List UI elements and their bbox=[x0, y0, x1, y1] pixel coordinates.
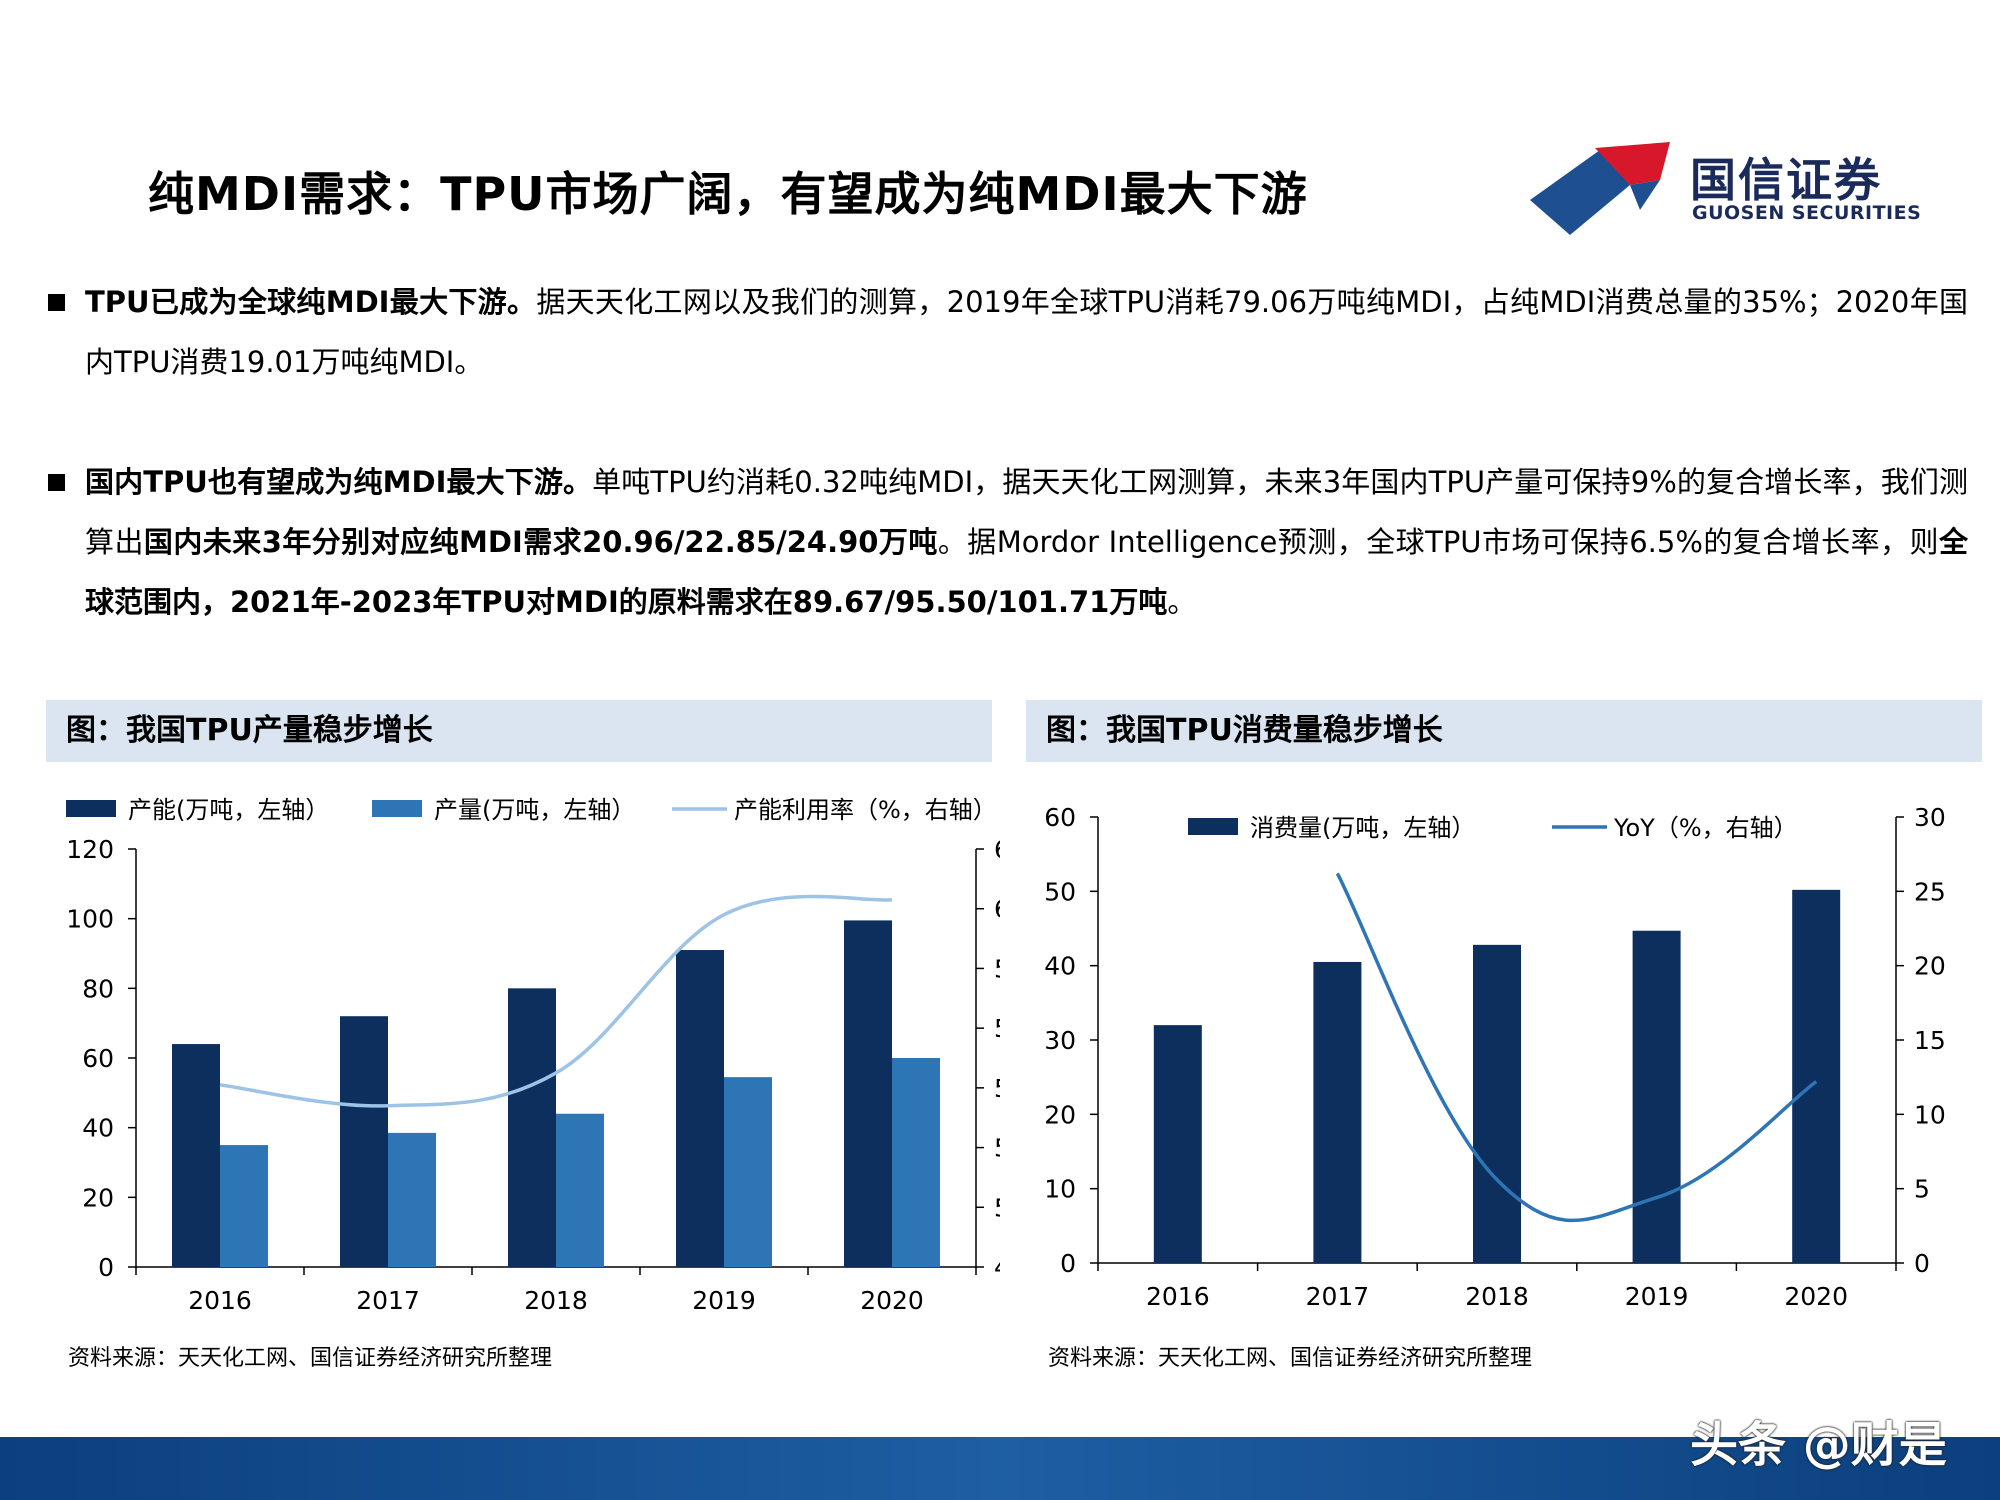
y-right-tick-label: 10 bbox=[1914, 1100, 1946, 1129]
x-tick-label: 2016 bbox=[188, 1286, 252, 1315]
y-right-tick-label: 56 bbox=[994, 1014, 1000, 1043]
guosen-logo-icon bbox=[1530, 142, 1670, 235]
bullet-1-body: 据天天化工网以及我们的测算，2019年全球TPU消耗79.06万吨纯MDI，占纯… bbox=[85, 285, 1969, 379]
y-left-tick-label: 40 bbox=[82, 1114, 114, 1143]
y-left-tick-label: 80 bbox=[82, 974, 114, 1003]
bar-2016 bbox=[220, 1145, 268, 1267]
legend-label: 产能利用率（%，右轴） bbox=[734, 796, 997, 824]
x-tick-label: 2020 bbox=[1784, 1282, 1848, 1311]
y-left-tick-label: 10 bbox=[1044, 1175, 1076, 1204]
y-left-tick-label: 30 bbox=[1044, 1026, 1076, 1055]
bar-2017 bbox=[340, 1016, 388, 1267]
bar-2016 bbox=[1153, 1025, 1202, 1263]
bullet-2: 国内TPU也有望成为纯MDI最大下游。单吨TPU约消耗0.32吨纯MDI，据天天… bbox=[48, 452, 1968, 632]
legend-label: 消费量(万吨，左轴） bbox=[1250, 814, 1475, 842]
y-left-tick-label: 50 bbox=[1044, 877, 1076, 906]
x-tick-label: 2020 bbox=[860, 1286, 924, 1315]
bullet-1-lead: TPU已成为全球纯MDI最大下游。 bbox=[85, 285, 537, 319]
bullet-2-body: 单吨TPU约消耗0.32吨纯MDI，据天天化工网测算，未来3年国内TPU产量可保… bbox=[85, 465, 1968, 559]
legend-swatch bbox=[372, 800, 422, 817]
legend-label: 产能(万吨，左轴） bbox=[128, 796, 329, 824]
tpu-production-chart: 0 20 40 60 80 100 120 48 50 52 54 56 58 60 62 2016 2017 2… bbox=[66, 796, 1000, 1315]
y-right-tick-label: 0 bbox=[1914, 1249, 1930, 1278]
bar-2019 bbox=[1632, 930, 1681, 1263]
legend-swatch bbox=[1188, 818, 1238, 835]
bullet-1: TPU已成为全球纯MDI最大下游。据天天化工网以及我们的测算，2019年全球TP… bbox=[48, 272, 1968, 392]
bullet-2-text: 国内TPU也有望成为纯MDI最大下游。单吨TPU约消耗0.32吨纯MDI，据天天… bbox=[85, 452, 1968, 632]
y-right-tick-label: 60 bbox=[994, 895, 1000, 924]
x-tick-label: 2017 bbox=[1306, 1282, 1370, 1311]
x-tick-label: 2018 bbox=[1465, 1282, 1529, 1311]
y-left-tick-label: 20 bbox=[1044, 1100, 1076, 1129]
y-left-tick-label: 60 bbox=[82, 1044, 114, 1073]
x-tick-label: 2016 bbox=[1146, 1282, 1210, 1311]
y-right-tick-label: 15 bbox=[1914, 1026, 1946, 1055]
legend-label: 产量(万吨，左轴） bbox=[434, 796, 635, 824]
bullet-2-forecast: 。据Mordor Intelligence预测，全球TPU市场可保持6.5%的复… bbox=[937, 525, 1939, 559]
bullet-1-text: TPU已成为全球纯MDI最大下游。据天天化工网以及我们的测算，2019年全球TP… bbox=[85, 272, 1968, 392]
bar-2019 bbox=[724, 1077, 772, 1267]
legend-label: YoY（%，右轴） bbox=[1613, 814, 1798, 842]
y-left-tick-label: 0 bbox=[98, 1253, 114, 1282]
y-right-tick-label: 62 bbox=[994, 835, 1000, 864]
y-right-tick-label: 5 bbox=[1914, 1175, 1930, 1204]
y-right-tick-label: 52 bbox=[994, 1134, 1000, 1163]
chart-2-source: 资料来源：天天化工网、国信证券经济研究所整理 bbox=[1048, 1346, 1533, 1371]
x-tick-label: 2019 bbox=[1625, 1282, 1689, 1311]
bar-2018 bbox=[508, 988, 556, 1267]
bar-2020 bbox=[1792, 889, 1841, 1263]
bar-2016 bbox=[172, 1044, 220, 1267]
bullet-2-domestic-demand: 国内未来3年分别对应纯MDI需求20.96/22.85/24.90万吨 bbox=[143, 525, 938, 559]
y-left-tick-label: 120 bbox=[66, 835, 114, 864]
x-tick-label: 2018 bbox=[524, 1286, 588, 1315]
y-right-tick-label: 30 bbox=[1914, 803, 1946, 832]
bar-2017 bbox=[388, 1132, 436, 1267]
bullet-square-icon bbox=[48, 294, 65, 311]
x-tick-label: 2017 bbox=[356, 1286, 420, 1315]
y-right-tick-label: 25 bbox=[1914, 877, 1946, 906]
y-left-tick-label: 20 bbox=[82, 1183, 114, 1212]
bar-2020 bbox=[844, 920, 892, 1267]
y-left-tick-label: 100 bbox=[66, 905, 114, 934]
page-title: 纯MDI需求：TPU市场广阔，有望成为纯MDI最大下游 bbox=[148, 167, 1308, 221]
chart-2-header: 图：我国TPU消费量稳步增长 bbox=[1026, 700, 1982, 762]
y-left-tick-label: 40 bbox=[1044, 952, 1076, 981]
tpu-consumption-chart: 0 10 20 30 40 50 60 0 5 10 15 20 25 30 2016 2017 2018 201… bbox=[1044, 803, 1946, 1311]
logo-text-en: GUOSEN SECURITIES bbox=[1692, 202, 1922, 224]
watermark: 头条 @财是 bbox=[1690, 1417, 1947, 1473]
series-line bbox=[1335, 872, 1818, 1223]
guosen-logo: 国信证券 GUOSEN SECURITIES bbox=[1530, 140, 1921, 240]
bullet-2-end: 。 bbox=[1167, 585, 1197, 619]
x-tick-label: 2019 bbox=[692, 1286, 756, 1315]
y-right-tick-label: 50 bbox=[994, 1193, 1000, 1222]
y-right-tick-label: 54 bbox=[994, 1074, 1000, 1103]
chart-1-source: 资料来源：天天化工网、国信证券经济研究所整理 bbox=[68, 1346, 553, 1371]
bar-2018 bbox=[556, 1113, 604, 1267]
y-right-tick-label: 58 bbox=[994, 954, 1000, 983]
legend-swatch bbox=[66, 800, 116, 817]
bullet-2-lead: 国内TPU也有望成为纯MDI最大下游。 bbox=[85, 465, 593, 499]
series-line bbox=[219, 894, 893, 1108]
footer-band bbox=[0, 1437, 2000, 1500]
bullet-square-icon bbox=[48, 474, 65, 491]
bullet-2-global-demand: 全球范围内，2021年-2023年TPU对MDI的原料需求在89.67/95.5… bbox=[85, 525, 1968, 619]
y-right-tick-label: 20 bbox=[1914, 952, 1946, 981]
y-left-tick-label: 60 bbox=[1044, 803, 1076, 832]
y-right-tick-label: 48 bbox=[994, 1253, 1000, 1282]
y-left-tick-label: 0 bbox=[1060, 1249, 1076, 1278]
bar-2017 bbox=[1313, 961, 1362, 1263]
logo-text-cn: 国信证券 bbox=[1690, 153, 1882, 207]
chart-1-header: 图：我国TPU产量稳步增长 bbox=[46, 700, 992, 762]
bar-2019 bbox=[676, 950, 724, 1267]
bar-2018 bbox=[1473, 944, 1521, 1263]
bar-2020 bbox=[892, 1058, 940, 1267]
